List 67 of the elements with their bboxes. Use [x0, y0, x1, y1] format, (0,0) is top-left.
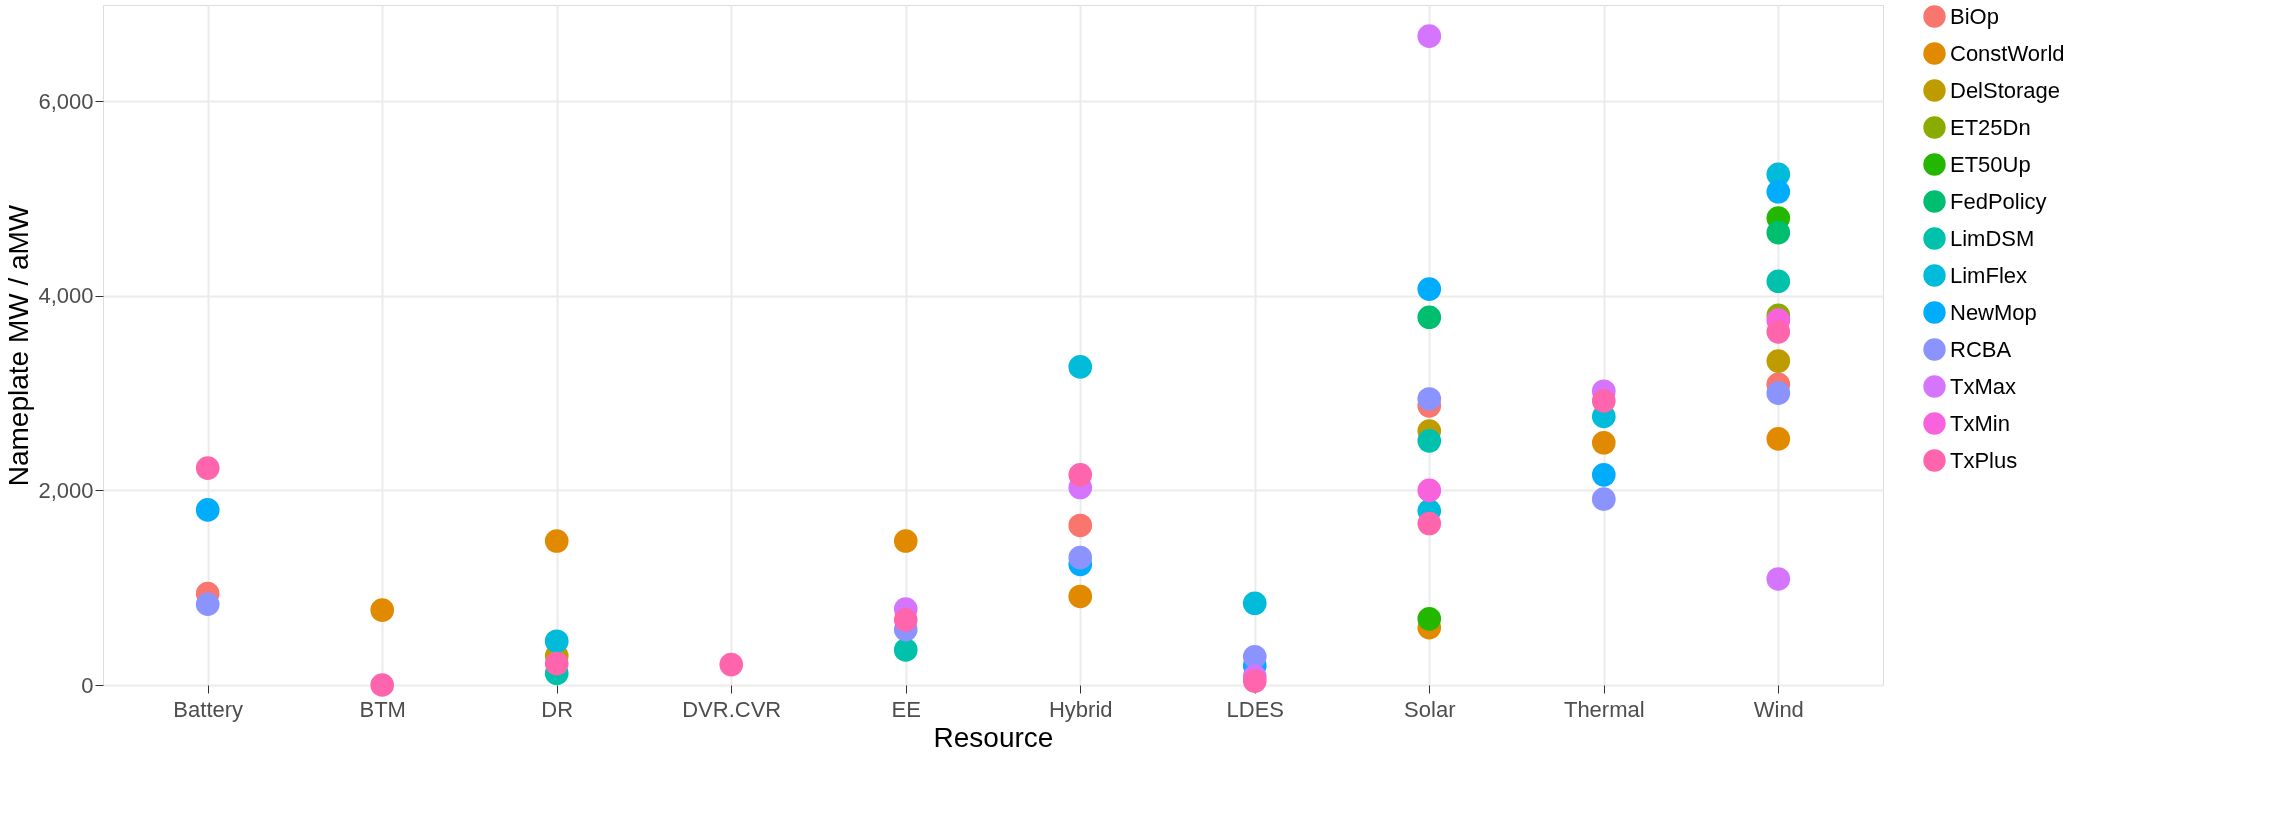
legend-label: LimFlex [1950, 262, 2028, 288]
point [1591, 463, 1616, 487]
point [1068, 355, 1093, 379]
x-tick-label: Battery [173, 696, 244, 722]
x-tick-label: Wind [1753, 696, 1804, 722]
point [195, 498, 220, 522]
x-axis-title: Resource [933, 721, 1054, 753]
legend-label: DelStorage [1950, 77, 2061, 103]
legend-label: NewMop [1950, 299, 2037, 325]
point [893, 608, 918, 632]
y-tick-label: 2,000 [38, 477, 94, 503]
point [1766, 220, 1791, 245]
point [1417, 511, 1442, 536]
point [1766, 179, 1791, 204]
point [893, 638, 918, 662]
x-tick-label: EE [891, 696, 921, 722]
point [893, 529, 918, 553]
point [1766, 320, 1791, 344]
y-tick-label: 6,000 [38, 88, 94, 114]
point [1766, 427, 1791, 451]
x-tick-label: BTM [359, 696, 406, 722]
point [1591, 389, 1616, 413]
legend-label: LimDSM [1950, 225, 2035, 251]
point [1417, 387, 1442, 411]
legend-label: TxMax [1950, 373, 2016, 399]
legend-label: ConstWorld [1950, 40, 2065, 66]
x-tick-label: LDES [1226, 696, 1285, 722]
point [1068, 545, 1093, 570]
point [195, 456, 220, 480]
point [1417, 305, 1442, 330]
point [1068, 463, 1093, 487]
point [544, 651, 569, 676]
y-axis-title: Nameplate MW / aMW [3, 204, 35, 487]
x-tick-label: DVR.CVR [682, 696, 782, 722]
point [1417, 429, 1442, 453]
point [719, 652, 744, 677]
point [1591, 430, 1616, 455]
point [1242, 591, 1267, 616]
x-tick-label: Thermal [1563, 696, 1645, 722]
point [544, 529, 569, 553]
legend-label: RCBA [1950, 336, 2012, 362]
point [1766, 381, 1791, 405]
point [370, 673, 395, 697]
point [370, 598, 395, 622]
point [1417, 607, 1442, 631]
legend-label: TxMin [1950, 410, 2010, 436]
point [1068, 513, 1093, 538]
legend-label: TxPlus [1950, 447, 2018, 473]
point [544, 629, 569, 654]
point [195, 592, 220, 617]
y-tick-label: 0 [81, 672, 94, 698]
point [1417, 24, 1442, 48]
x-tick-label: Hybrid [1048, 696, 1113, 722]
point [1591, 487, 1616, 511]
point [1417, 277, 1442, 301]
point [1766, 349, 1791, 373]
legend-label: ET50Up [1950, 151, 2031, 177]
legend-label: BiOp [1950, 3, 1999, 29]
point [1417, 478, 1442, 503]
legend-label: ET25Dn [1950, 114, 2031, 140]
point [1766, 567, 1791, 591]
x-tick-label: DR [541, 696, 574, 722]
point [1766, 269, 1791, 294]
x-tick-label: Solar [1404, 696, 1456, 722]
legend-label: FedPolicy [1950, 188, 2047, 214]
point [1068, 584, 1093, 609]
y-tick-label: 4,000 [38, 283, 94, 309]
